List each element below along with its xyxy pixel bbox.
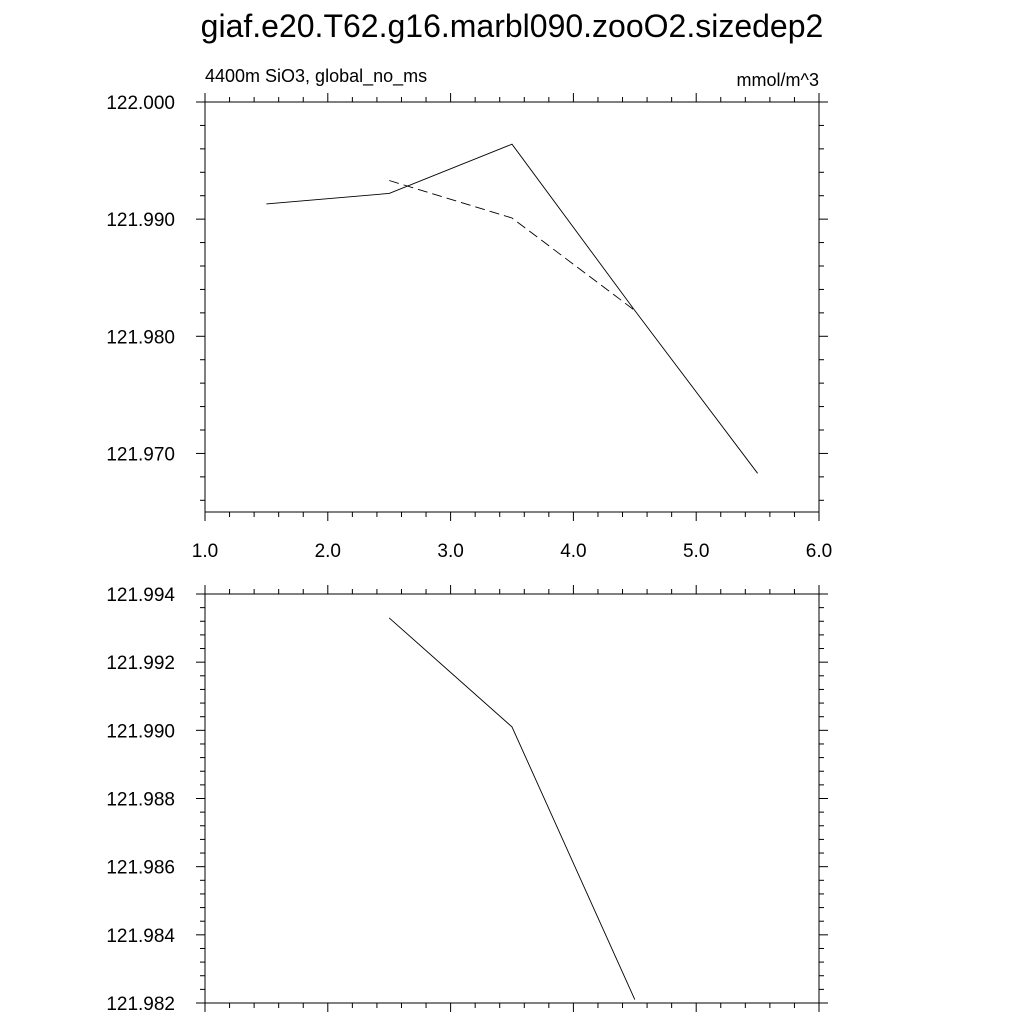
series-line-solid	[266, 143, 758, 474]
y-tick-label: 121.984	[106, 926, 175, 947]
y-tick-label: 121.988	[106, 790, 175, 811]
top-panel-units: mmol/m^3	[737, 70, 819, 90]
bottom-panel: 121.994 121.992 121.990 121.988 121.986 121.9…	[106, 585, 828, 1015]
x-tick-label: 4.0	[560, 541, 586, 562]
bottom-panel-ticks	[196, 585, 828, 1012]
y-tick-label: 121.980	[106, 327, 175, 348]
x-tick-label: 6.0	[806, 541, 832, 562]
series-line-dashed	[389, 180, 636, 311]
top-panel-frame	[204, 101, 820, 513]
top-panel-subtitle: 4400m SiO3, global_no_ms	[205, 66, 427, 87]
top-panel-series	[266, 143, 758, 474]
x-tick-label: 3.0	[437, 541, 463, 562]
top-panel: 4400m SiO3, global_no_ms mmol/m^3 1.0 2.0…	[106, 66, 832, 562]
y-tick-label: 121.986	[106, 858, 175, 879]
top-panel-ticks	[196, 93, 828, 521]
x-tick-label: 5.0	[683, 541, 709, 562]
chart-title: giaf.e20.T62.g16.marbl090.zooO2.sizedep2	[201, 8, 824, 44]
y-tick-label: 121.992	[106, 653, 175, 674]
bottom-panel-frame	[204, 593, 820, 1004]
series-line-solid	[388, 617, 636, 1000]
y-tick-label: 122.000	[106, 93, 175, 114]
x-tick-label: 1.0	[192, 541, 218, 562]
y-tick-label: 121.982	[106, 994, 175, 1015]
y-tick-label: 121.994	[106, 585, 175, 606]
bottom-panel-tick-labels: 121.994 121.992 121.990 121.988 121.986 121.9…	[106, 585, 175, 1015]
top-panel-tick-labels: 1.0 2.0 3.0 4.0 5.0 6.0 122.000 121.990 121.980 1…	[106, 93, 832, 562]
y-tick-label: 121.970	[106, 444, 175, 465]
y-tick-label: 121.990	[106, 210, 175, 231]
bottom-panel-series	[388, 617, 636, 1000]
y-tick-label: 121.990	[106, 721, 175, 742]
x-tick-label: 2.0	[315, 541, 341, 562]
